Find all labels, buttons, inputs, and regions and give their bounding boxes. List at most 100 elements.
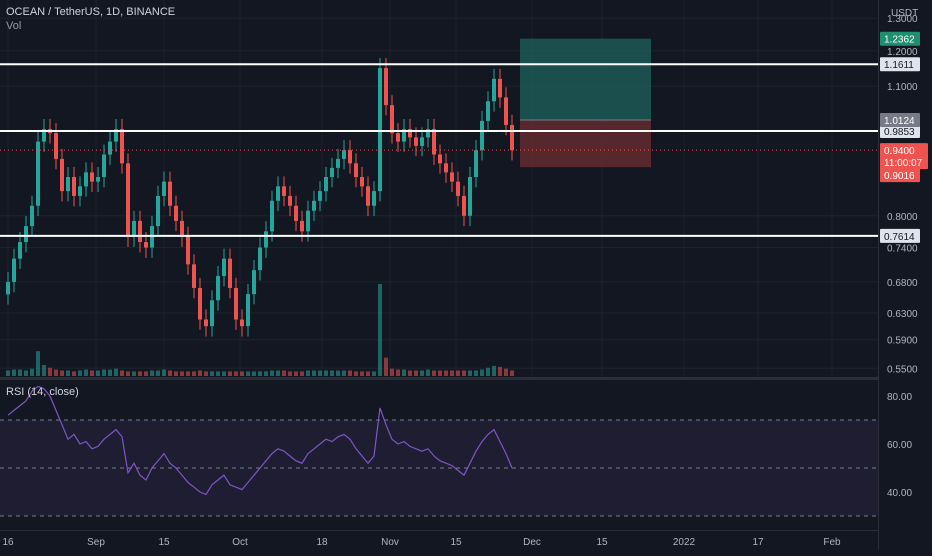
candle-body [462, 195, 466, 216]
candle-body [432, 129, 436, 155]
rsi-chart[interactable] [0, 380, 878, 520]
candle-body [90, 172, 94, 182]
volume-bar [426, 369, 430, 376]
volume-bar [330, 370, 334, 376]
target-price-tag-bg [880, 31, 920, 46]
volume-bar [252, 371, 256, 376]
time-tick-label: Nov [381, 537, 399, 548]
time-axis-labels: 16 Sep 15 Oct 18 Nov 15 Dec 15 2022 17 Feb [2, 537, 841, 548]
candle-body [42, 129, 46, 142]
candle-body [288, 195, 292, 206]
volume-bar [432, 370, 436, 376]
candle-body [360, 177, 364, 187]
candle-body [276, 186, 280, 201]
price-chart[interactable] [0, 0, 878, 377]
candle-body [366, 186, 370, 206]
candle-body [192, 264, 196, 288]
candle-body [258, 247, 262, 271]
pane-separator[interactable] [0, 377, 878, 380]
rsi-legend: RSI (14, close) [6, 386, 79, 398]
rsi-pane[interactable]: RSI (14, close) [0, 380, 878, 520]
candle-body [72, 177, 76, 196]
candle-body [108, 141, 112, 155]
candle-body [468, 177, 472, 216]
volume-bar [222, 371, 226, 376]
candle-body [282, 186, 286, 196]
volume-bar [450, 370, 454, 376]
rsi-tick-label: 80.00 [887, 392, 912, 403]
volume-bar [420, 370, 424, 376]
time-tick-label: 18 [316, 537, 328, 548]
entry-price-tag: 1.0124 [884, 116, 915, 127]
volume-bar [474, 370, 478, 376]
candle-body [102, 154, 106, 178]
candle-body [354, 163, 358, 178]
candle-body [300, 220, 304, 232]
price-tick-label: 1.1000 [887, 82, 918, 93]
candle-body [12, 258, 16, 282]
time-tick-label: Feb [823, 537, 841, 548]
time-tick-label: 15 [450, 537, 462, 548]
candle-body [24, 226, 28, 243]
volume-bar [66, 370, 70, 376]
candle-body [234, 287, 238, 320]
candle-body [426, 129, 430, 138]
candle-body [96, 177, 100, 182]
volume-bar [96, 370, 100, 376]
volume-bar [18, 369, 22, 376]
volume-bar [156, 370, 160, 376]
volume-bar [510, 370, 514, 376]
candle-body [180, 220, 184, 237]
price-tick-label: 0.7400 [887, 244, 918, 255]
volume-bar [204, 371, 208, 376]
price-axis[interactable]: 1.3000 1.2000 1.1000 0.8000 0.7400 0.6800 0.63… [878, 0, 932, 550]
volume-bar [384, 357, 388, 376]
volume-bar [36, 351, 40, 376]
volume-bar [132, 371, 136, 376]
candle-body [222, 258, 226, 276]
volume-bar [360, 371, 364, 376]
volume-bar [324, 370, 328, 376]
volume-bar [72, 371, 76, 376]
volume-bar [336, 370, 340, 376]
volume-bar [12, 369, 16, 376]
last-price-tag-bg [880, 143, 928, 170]
volume-bar [30, 368, 34, 376]
rsi-tick-label: 40.00 [887, 488, 912, 499]
volume-bar [312, 370, 316, 376]
price-axis-unit: USDT [891, 8, 918, 19]
volume-bar [234, 371, 238, 376]
time-axis[interactable]: 16 Sep 15 Oct 18 Nov 15 Dec 15 2022 17 Feb [0, 530, 878, 550]
volume-bar [126, 371, 130, 376]
volume-bar [174, 371, 178, 376]
price-tick-label: 1.3000 [887, 14, 918, 25]
volume-bar [468, 370, 472, 376]
candle-body [120, 129, 124, 164]
candle-body [312, 200, 316, 211]
last-price-tag: 0.9400 [884, 146, 915, 157]
volume-bar [402, 369, 406, 376]
target-price-tag: 1.2362 [884, 35, 915, 46]
time-tick-label: 2022 [673, 537, 696, 548]
time-tick-label: 15 [158, 537, 170, 548]
candle-body [144, 242, 148, 248]
volume-bar [240, 371, 244, 376]
candle-body [186, 236, 190, 265]
volume-bar [192, 371, 196, 376]
volume-bar [90, 370, 94, 376]
candle-body [126, 163, 130, 237]
price-pane[interactable]: OCEAN / TetherUS, 1D, BINANCE Vol [0, 0, 878, 377]
candle-body [60, 158, 64, 192]
rsi-line [7, 385, 513, 496]
candle-body [6, 281, 10, 295]
candle-body [84, 172, 88, 187]
candle-body [330, 167, 334, 178]
time-tick-label: Sep [87, 537, 105, 548]
candle-body [498, 78, 502, 98]
time-tick-label: 17 [752, 537, 764, 548]
candle-body [396, 133, 400, 142]
volume-bar [150, 370, 154, 376]
candle-body [252, 270, 256, 295]
volume-bar [180, 371, 184, 376]
candle-body [450, 172, 454, 182]
